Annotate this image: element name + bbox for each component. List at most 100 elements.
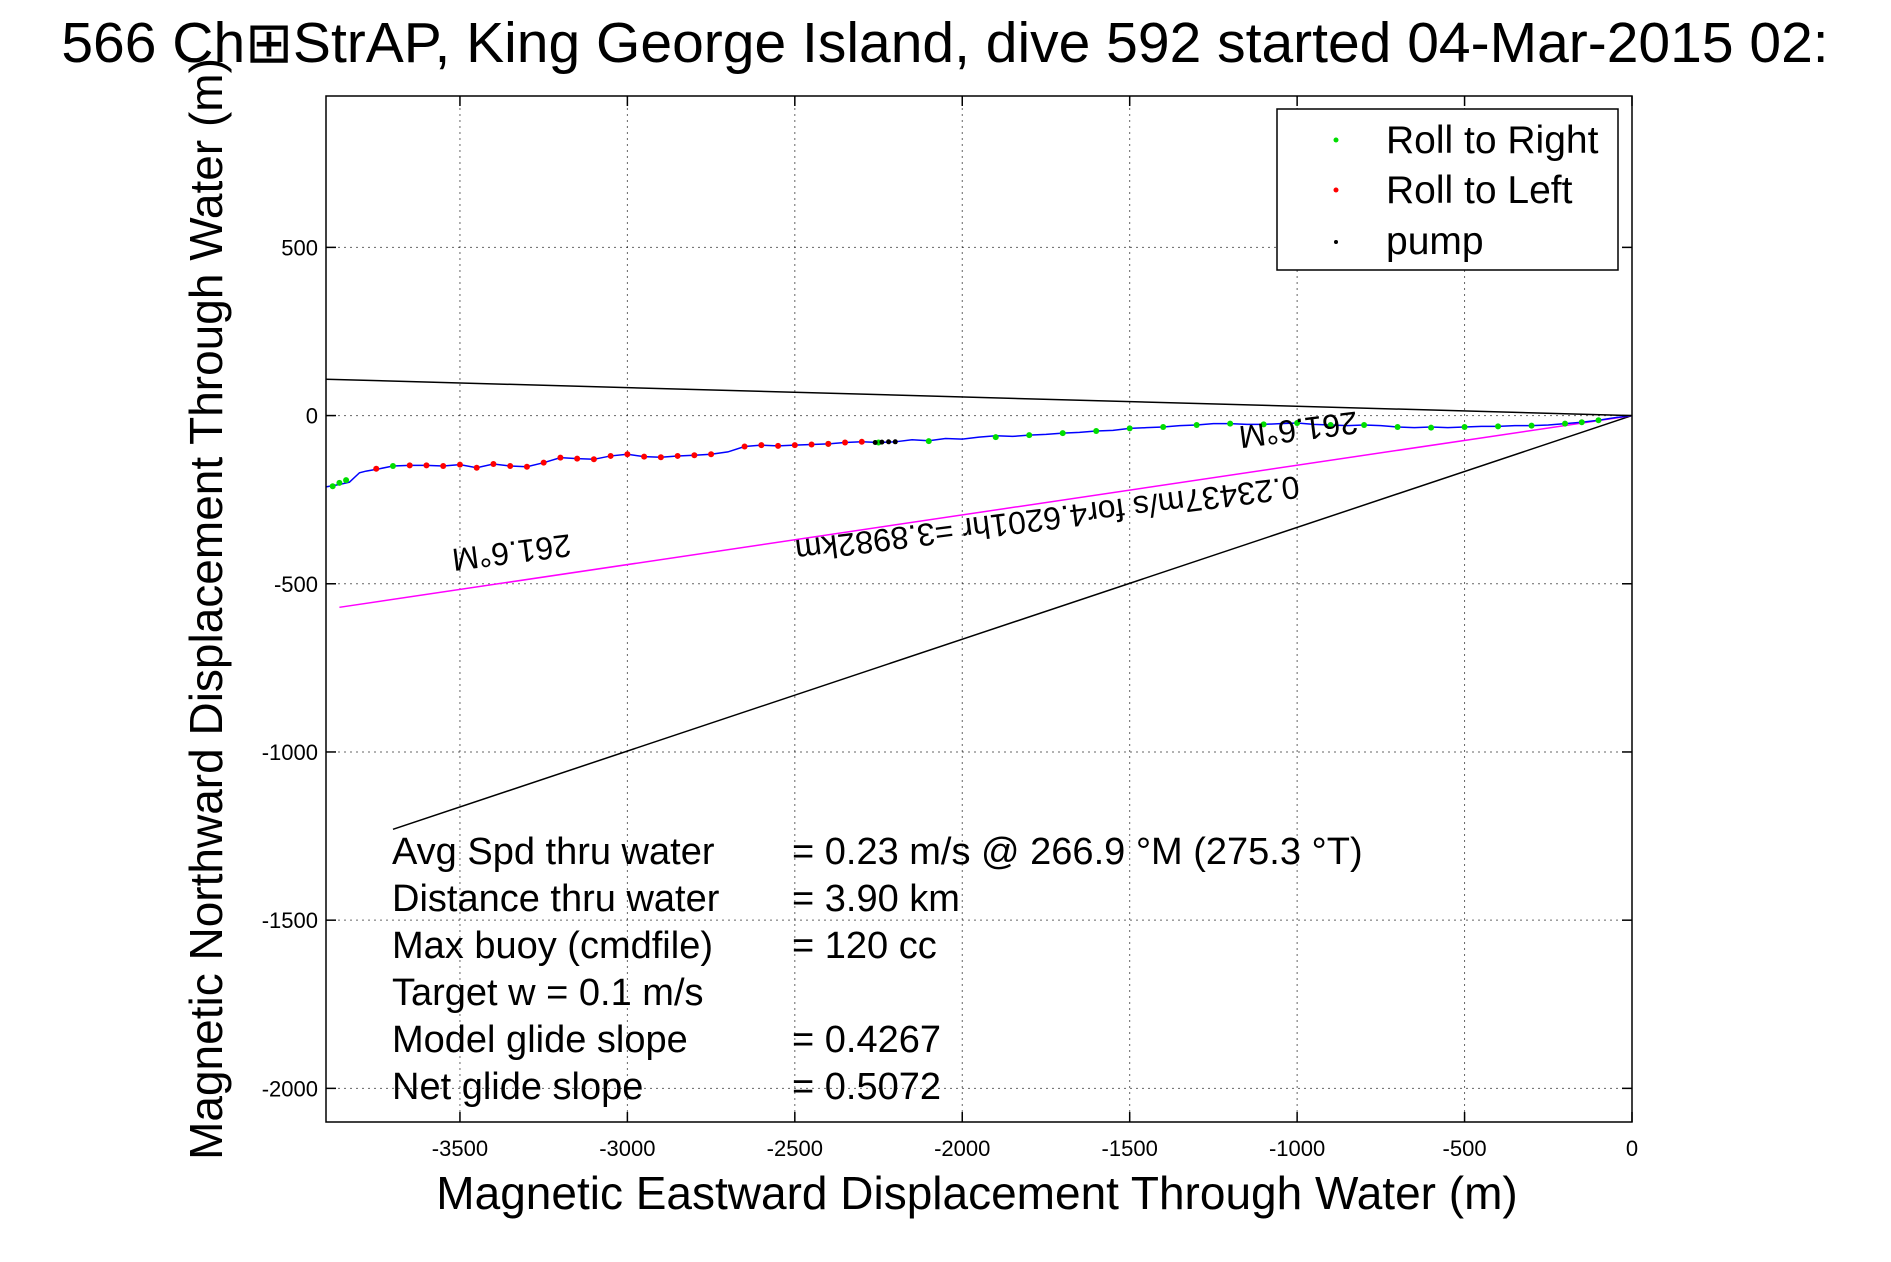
legend-marker-pump xyxy=(1334,240,1338,244)
roll-right-marker xyxy=(1428,424,1435,431)
track-line xyxy=(325,414,1633,488)
roll-right-marker xyxy=(1160,424,1167,431)
chart-title: 566 Ch⊞StrAP, King George Island, dive 5… xyxy=(61,11,1828,75)
y-axis-label: Magnetic Northward Displacement Through … xyxy=(180,58,232,1160)
roll-right-marker xyxy=(1595,417,1602,424)
roll-left-marker xyxy=(473,464,480,471)
pump-marker xyxy=(892,439,898,445)
roll-right-marker xyxy=(1327,421,1334,428)
x-tick-label: -1500 xyxy=(1102,1136,1158,1161)
y-tick-label: -1500 xyxy=(262,908,318,933)
stat-value: = 120 cc xyxy=(792,925,937,967)
roll-right-marker xyxy=(343,477,350,484)
roll-left-marker xyxy=(624,451,631,458)
x-tick-label: 0 xyxy=(1626,1136,1638,1161)
roll-left-marker xyxy=(507,463,514,470)
roll-left-marker xyxy=(858,438,865,445)
bearing-line-top xyxy=(325,378,1633,417)
roll-left-marker xyxy=(490,461,497,468)
x-tick-label: -3500 xyxy=(432,1136,488,1161)
roll-left-marker xyxy=(641,453,648,460)
y-tick-label: -2000 xyxy=(262,1076,318,1101)
roll-right-marker xyxy=(1578,419,1585,426)
x-axis-label: Magnetic Eastward Displacement Through W… xyxy=(436,1167,1517,1219)
track-markers xyxy=(329,417,1602,490)
stats-block: Avg Spd thru water = 0.23 m/s @ 266.9 °M … xyxy=(392,831,1363,1108)
y-tick-label: 0 xyxy=(306,404,318,429)
roll-right-marker xyxy=(1528,422,1535,429)
roll-right-marker xyxy=(1495,423,1502,430)
legend-marker-roll-left xyxy=(1333,187,1339,193)
roll-right-marker xyxy=(1394,424,1401,431)
rotated-label: 261.6°M xyxy=(1237,404,1360,455)
roll-right-marker xyxy=(1461,424,1468,431)
roll-right-marker xyxy=(389,463,396,470)
reference-lines xyxy=(325,378,1633,831)
legend: Roll to Right Roll to Left pump xyxy=(1276,108,1619,271)
roll-left-marker xyxy=(373,465,380,472)
stat-value: = 0.5072 xyxy=(792,1066,941,1108)
stat-label: Distance thru water xyxy=(392,878,720,920)
stat-value: = 3.90 km xyxy=(792,878,960,920)
stat-value: = 0.4267 xyxy=(792,1019,941,1061)
stat-label: Target w = 0.1 m/s xyxy=(392,972,704,1014)
pump-marker xyxy=(872,439,878,445)
legend-label-roll-right: Roll to Right xyxy=(1386,119,1599,162)
roll-right-marker xyxy=(1093,428,1100,435)
roll-left-marker xyxy=(523,463,530,470)
roll-left-marker xyxy=(590,456,597,463)
axis-ticks: -3500 -3000 -2500 -2000 -1500 -1000 -500 0 500 0 -… xyxy=(262,96,1638,1161)
roll-right-marker xyxy=(992,434,999,441)
rotated-label: 0.23437m/s for4.6201hr =3.8982km xyxy=(793,469,1301,569)
x-tick-label: -2500 xyxy=(767,1136,823,1161)
roll-left-marker xyxy=(440,463,447,470)
roll-right-marker xyxy=(1227,420,1234,427)
roll-right-marker xyxy=(1193,421,1200,428)
roll-left-marker xyxy=(708,451,715,458)
roll-right-marker xyxy=(925,438,932,445)
roll-right-marker xyxy=(1026,432,1033,439)
roll-left-marker xyxy=(607,452,614,459)
stat-label: Avg Spd thru water xyxy=(392,831,715,873)
rotated-label: 261.6°M xyxy=(450,527,573,578)
stat-label: Model glide slope xyxy=(392,1019,688,1061)
legend-marker-roll-right xyxy=(1333,137,1339,143)
roll-right-marker xyxy=(1294,419,1301,426)
roll-left-marker xyxy=(406,462,413,469)
roll-right-marker xyxy=(1260,421,1267,428)
roll-left-marker xyxy=(674,452,681,459)
stat-label: Max buoy (cmdfile) xyxy=(392,925,713,967)
roll-right-marker xyxy=(1126,425,1133,432)
roll-left-marker xyxy=(691,452,698,459)
roll-left-marker xyxy=(758,442,765,449)
x-tick-label: -500 xyxy=(1443,1136,1487,1161)
roll-right-marker xyxy=(336,479,343,486)
bearing-line-bottom xyxy=(392,414,1633,831)
roll-right-marker xyxy=(1361,421,1368,428)
roll-left-marker xyxy=(825,440,832,447)
roll-left-marker xyxy=(808,441,815,448)
x-tick-label: -2000 xyxy=(934,1136,990,1161)
roll-left-marker xyxy=(557,454,564,461)
legend-label-roll-left: Roll to Left xyxy=(1386,169,1573,212)
pump-marker xyxy=(886,439,892,445)
roll-left-marker xyxy=(657,454,664,461)
roll-left-marker xyxy=(540,459,547,466)
roll-right-marker xyxy=(329,483,336,490)
plot-frame xyxy=(325,95,1633,1123)
roll-left-marker xyxy=(842,439,849,446)
roll-right-marker xyxy=(1059,430,1066,437)
roll-left-marker xyxy=(574,455,581,462)
x-tick-label: -3000 xyxy=(599,1136,655,1161)
y-tick-label: 500 xyxy=(281,235,318,260)
roll-left-marker xyxy=(741,443,748,450)
current-line xyxy=(339,414,1633,609)
x-tick-label: -1000 xyxy=(1269,1136,1325,1161)
roll-left-marker xyxy=(775,442,782,449)
y-tick-label: -1000 xyxy=(262,740,318,765)
grid-lines xyxy=(326,96,1633,1122)
roll-left-marker xyxy=(456,461,463,468)
y-tick-label: -500 xyxy=(274,572,318,597)
roll-left-marker xyxy=(791,442,798,449)
